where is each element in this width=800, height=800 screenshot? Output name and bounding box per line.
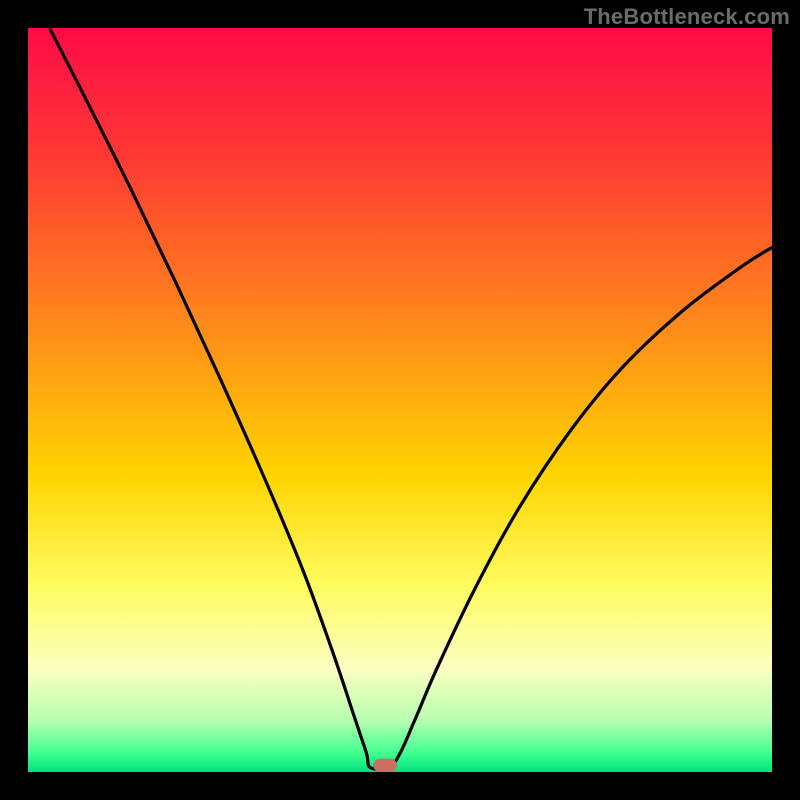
plot-background	[28, 28, 772, 772]
bottleneck-chart	[0, 0, 800, 800]
watermark-text: TheBottleneck.com	[584, 4, 790, 30]
sweet-spot-marker	[373, 759, 397, 772]
